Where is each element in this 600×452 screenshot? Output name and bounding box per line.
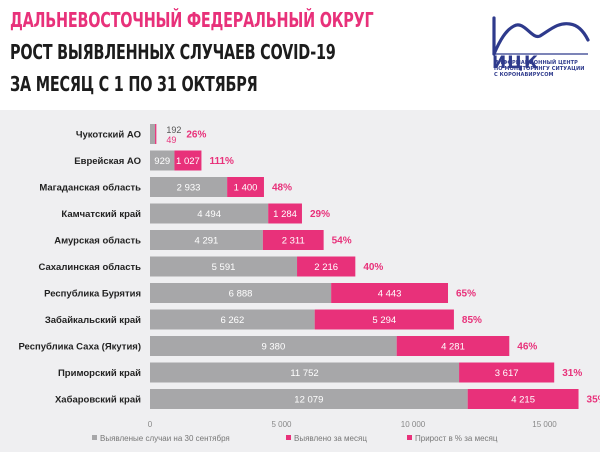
bar-base — [150, 124, 156, 144]
legend-label: Выявлено за месяц — [294, 434, 367, 443]
legend-label: Выявленые случаи на 30 сентября — [100, 434, 230, 443]
header: ДАЛЬНЕВОСТОЧНЫЙ ФЕДЕРАЛЬНЫЙ ОКРУГ РОСТ В… — [0, 0, 600, 110]
bar-added — [262, 230, 324, 250]
category-label: Республика Бурятия — [44, 288, 141, 299]
data-label-percent: 54% — [332, 235, 352, 246]
bar-base — [150, 177, 228, 197]
data-label-percent: 85% — [462, 315, 482, 326]
bar-base — [150, 389, 468, 409]
logo-icon: ИЦК — [492, 16, 590, 73]
x-tick-label: 0 — [148, 420, 153, 429]
data-label-base: 12 079 — [294, 394, 323, 405]
data-label-base: 929 — [154, 156, 170, 167]
category-label: Магаданская область — [39, 182, 141, 193]
bar-added — [268, 203, 302, 224]
data-label-base: 6 888 — [229, 288, 253, 299]
category-label: Республика Саха (Якутия) — [18, 341, 141, 352]
x-tick-label: 5 000 — [271, 420, 292, 429]
bar-base — [150, 203, 269, 224]
bar-base — [150, 362, 460, 383]
category-label: Чукотский АО — [76, 129, 141, 140]
logo-wave — [492, 22, 590, 56]
bar-added — [396, 336, 510, 356]
data-label-percent: 40% — [363, 262, 383, 273]
data-label-percent: 26% — [186, 129, 206, 140]
logo-abbr: ИЦК — [492, 53, 539, 73]
data-label-base: 192 — [166, 125, 181, 135]
data-label-base: 11 752 — [290, 368, 318, 379]
logo-sub-line-3: С КОРОНАВИРУСОМ — [494, 72, 554, 78]
bar-base — [150, 336, 397, 356]
data-label-percent: 111% — [209, 156, 234, 167]
data-label-added: 49 — [166, 135, 176, 145]
data-label-percent: 29% — [310, 209, 330, 220]
data-label-added: 4 215 — [511, 394, 535, 405]
data-label-base: 6 262 — [220, 315, 244, 326]
data-label-base: 2 933 — [177, 182, 201, 193]
bar-added — [459, 362, 555, 383]
data-label-base: 4 494 — [197, 209, 221, 220]
data-label-added: 2 311 — [282, 235, 305, 246]
logo-sub-line-2: ПО МОНИТОРИНГУ СИТУАЦИИ — [494, 66, 585, 72]
data-label-percent: 35% — [587, 394, 600, 405]
data-label-percent: 31% — [562, 368, 582, 379]
x-tick-label: 10 000 — [401, 420, 426, 429]
bar-added — [314, 309, 454, 330]
logo-sub-line-1: ИНФОРМАЦИОННЫЙ ЦЕНТР — [494, 60, 578, 66]
data-label-added: 3 617 — [495, 368, 519, 379]
data-label-added: 1 027 — [176, 156, 200, 167]
data-label-percent: 65% — [456, 288, 476, 299]
x-tick-label: 15 000 — [532, 420, 557, 429]
bar-base — [150, 256, 298, 277]
bar-added — [227, 177, 264, 197]
data-label-base: 4 291 — [195, 235, 219, 246]
title-line-3: ЗА МЕСЯЦ С 1 ПО 31 ОКТЯБРЯ — [10, 72, 258, 96]
legend-swatch — [286, 435, 291, 440]
category-label: Амурская область — [54, 235, 141, 246]
bar-base — [150, 150, 175, 171]
category-label: Сахалинская область — [39, 262, 142, 273]
title-line-1: ДАЛЬНЕВОСТОЧНЫЙ ФЕДЕРАЛЬНЫЙ ОКРУГ — [10, 8, 374, 32]
legend-swatch — [407, 435, 412, 440]
data-label-percent: 48% — [272, 182, 292, 193]
category-label: Хабаровский край — [55, 394, 141, 405]
category-label: Камчатский край — [61, 209, 141, 220]
data-label-base: 5 591 — [212, 262, 236, 273]
bar-added — [155, 124, 157, 144]
bar-base — [150, 283, 332, 303]
bar-base — [150, 309, 315, 330]
legend-swatch — [92, 435, 97, 440]
bar-added — [174, 150, 202, 171]
bar-added — [331, 283, 449, 303]
category-label: Приморский край — [58, 368, 141, 379]
data-label-percent: 46% — [517, 341, 537, 352]
data-label-added: 1 400 — [234, 182, 258, 193]
category-label: Забайкальский край — [45, 315, 141, 326]
data-label-base: 9 380 — [261, 341, 285, 352]
title-line-2: РОСТ ВЫЯВЛЕННЫХ СЛУЧАЕВ COVID-19 — [10, 40, 336, 64]
data-label-added: 2 216 — [314, 262, 338, 273]
category-label: Еврейская АО — [74, 156, 141, 167]
bar-added — [467, 389, 579, 409]
legend-label: Прирост в % за месяц — [415, 434, 498, 443]
data-label-added: 5 294 — [372, 315, 396, 326]
data-label-added: 4 281 — [441, 341, 465, 352]
data-label-added: 1 284 — [273, 209, 297, 220]
data-label-added: 4 443 — [378, 288, 402, 299]
logo-subtitle: ИНФОРМАЦИОННЫЙ ЦЕНТР ПО МОНИТОРИНГУ СИТУ… — [494, 60, 594, 78]
bar-base — [150, 230, 263, 250]
bar-added — [297, 256, 356, 277]
